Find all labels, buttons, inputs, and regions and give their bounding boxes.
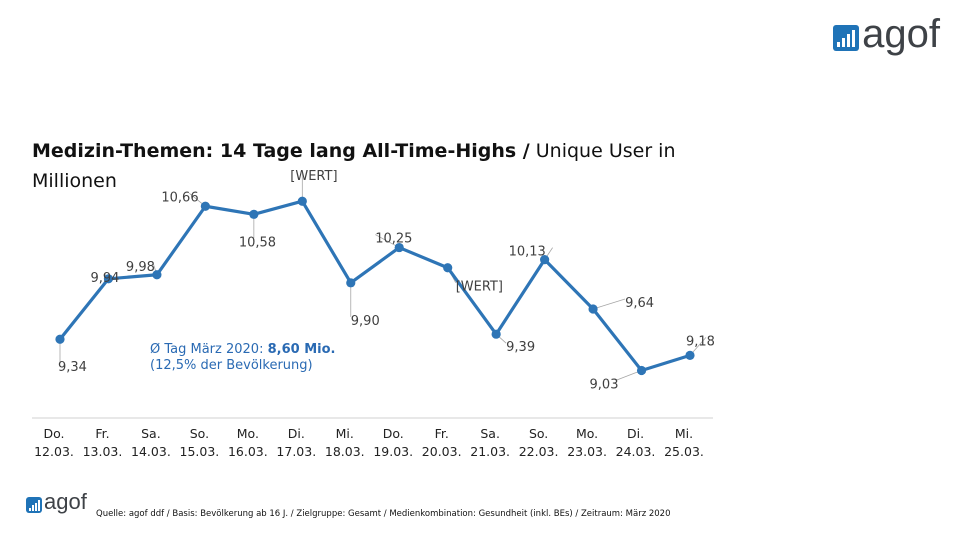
x-tick-label-date: 25.03. [664,444,704,459]
x-tick-label-day: Di. [627,426,644,441]
data-label: 9,98 [126,260,155,275]
x-tick-label-day: Do. [383,426,404,441]
x-tick-label-day: Di. [288,426,305,441]
x-tick-label-day: Mi. [336,426,354,441]
data-label: 10,25 [375,232,412,247]
x-tick-label-day: Mo. [237,426,259,441]
x-tick-label-day: So. [529,426,548,441]
data-point [297,196,307,206]
average-population: (12,5% der Bevölkerung) [150,358,313,373]
x-tick-label-date: 19.03. [373,444,413,459]
data-label: 9,03 [590,377,619,392]
x-tick-label-day: Sa. [480,426,500,441]
data-label: 10,66 [161,190,198,205]
x-tick-label-date: 17.03. [276,444,316,459]
x-tick-label-date: 23.03. [567,444,607,459]
data-point [346,278,356,288]
title-bold: Medizin-Themen: 14 Tage lang All-Time-Hi… [32,140,530,162]
data-label: 9,94 [90,271,119,286]
chart-title: Medizin-Themen: 14 Tage lang All-Time-Hi… [32,136,692,196]
x-tick-label-date: 18.03. [325,444,365,459]
x-tick-label-date: 13.03. [83,444,123,459]
data-point [249,209,259,219]
data-label: 9,18 [686,334,715,349]
data-point [443,263,453,273]
x-tick-label-day: Fr. [95,426,109,441]
title-normal: Unique User in Millionen [32,140,676,192]
data-label: 10,13 [509,245,546,260]
source-note: Quelle: agof ddf / Basis: Bevölkerung ab… [96,509,671,519]
bar-chart-icon [833,25,860,51]
x-tick-label-date: 15.03. [180,444,220,459]
x-tick-label-date: 20.03. [422,444,462,459]
data-point [103,274,114,284]
x-tick-label-day: Mi. [675,426,693,441]
data-point [540,255,550,265]
data-point [200,201,210,211]
x-tick-label-date: 14.03. [131,444,171,459]
series-line [58,199,691,373]
data-label: 9,34 [58,360,87,375]
x-tick-label-day: Do. [43,426,64,441]
agof-logo: agof [833,14,940,54]
average-prefix: Ø Tag März 2020: [150,342,268,357]
x-tick-label-date: 22.03. [519,444,559,459]
data-label: [WERT] [456,280,503,295]
x-tick-label-date: 16.03. [228,444,268,459]
data-label: 9,64 [625,296,654,311]
average-annotation: Ø Tag März 2020: 8,60 Mio. (12,5% der Be… [150,342,335,374]
x-tick-label-day: Fr. [435,426,449,441]
logo-text: agof [862,12,940,56]
x-tick-label-date: 21.03. [470,444,510,459]
x-tick-label-day: Mo. [576,426,598,441]
data-point [685,350,695,360]
data-point [588,304,598,314]
logo-text-small: agof [44,489,87,514]
x-tick-label-day: So. [190,426,209,441]
agof-logo-small: agof [26,491,87,513]
data-label: 9,39 [506,340,535,355]
data-point [491,329,501,339]
leader-line [615,370,642,381]
data-label: 9,90 [351,314,380,329]
data-point [152,270,162,280]
data-label: 10,58 [239,235,276,250]
average-value: 8,60 Mio. [267,342,336,357]
data-point [636,365,647,376]
x-tick-label-day: Sa. [141,426,161,441]
data-point [55,334,65,344]
data-point [394,242,404,253]
bar-chart-icon [26,496,42,513]
leader-line [592,298,626,310]
x-tick-label-date: 24.03. [616,444,656,459]
x-tick-label-date: 12.03. [34,444,74,459]
data-label: [WERT] [290,169,337,184]
